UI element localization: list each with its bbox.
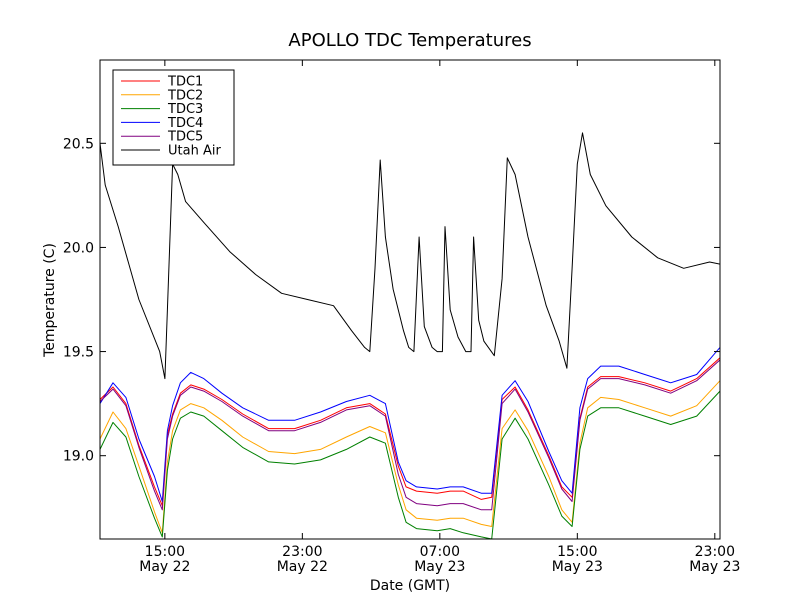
plot-frame	[99, 59, 721, 540]
legend-label-tdc3: TDC3	[167, 102, 203, 117]
x-tick-label-date: May 23	[552, 559, 603, 575]
x-tick-label-time: 23:00	[282, 544, 322, 560]
series-line-tdc2	[100, 380, 720, 534]
series-line-tdc4	[100, 347, 720, 502]
legend-label-tdc5: TDC5	[167, 130, 203, 145]
legend-label-tdc4: TDC4	[167, 116, 203, 131]
series-line-tdc1	[100, 357, 720, 507]
x-axis-label: Date (GMT)	[370, 578, 450, 594]
y-tick-label: 20.5	[63, 136, 94, 152]
y-tick-label: 20.0	[63, 240, 94, 256]
x-tick-label-date: May 22	[277, 559, 328, 575]
legend-box	[112, 69, 235, 166]
x-tick-label-date: May 23	[689, 559, 740, 575]
legend-label-utah-air: Utah Air	[168, 144, 221, 159]
legend-label-tdc1: TDC1	[167, 75, 203, 90]
y-axis-label: Temperature (C)	[42, 243, 58, 358]
y-tick-label: 19.5	[63, 345, 94, 361]
x-tick-label-time: 15:00	[145, 544, 185, 560]
y-axis: 19.0 19.5 20.0 20.5	[63, 136, 720, 465]
y-tick-label: 19.0	[63, 449, 94, 465]
series-line-tdc5	[100, 359, 720, 511]
chart-title: APOLLO TDC Temperatures	[288, 30, 531, 51]
plot-lines	[100, 132, 720, 539]
x-tick-label-date: May 22	[139, 559, 190, 575]
series-line-tdc3	[100, 390, 720, 539]
x-tick-label-time: 23:00	[695, 544, 735, 560]
series-line-utah-air	[100, 132, 720, 380]
x-tick-label-time: 15:00	[557, 544, 597, 560]
x-tick-label-time: 07:00	[420, 544, 460, 560]
legend-label-tdc2: TDC2	[167, 88, 203, 103]
x-tick-label-date: May 23	[414, 559, 465, 575]
